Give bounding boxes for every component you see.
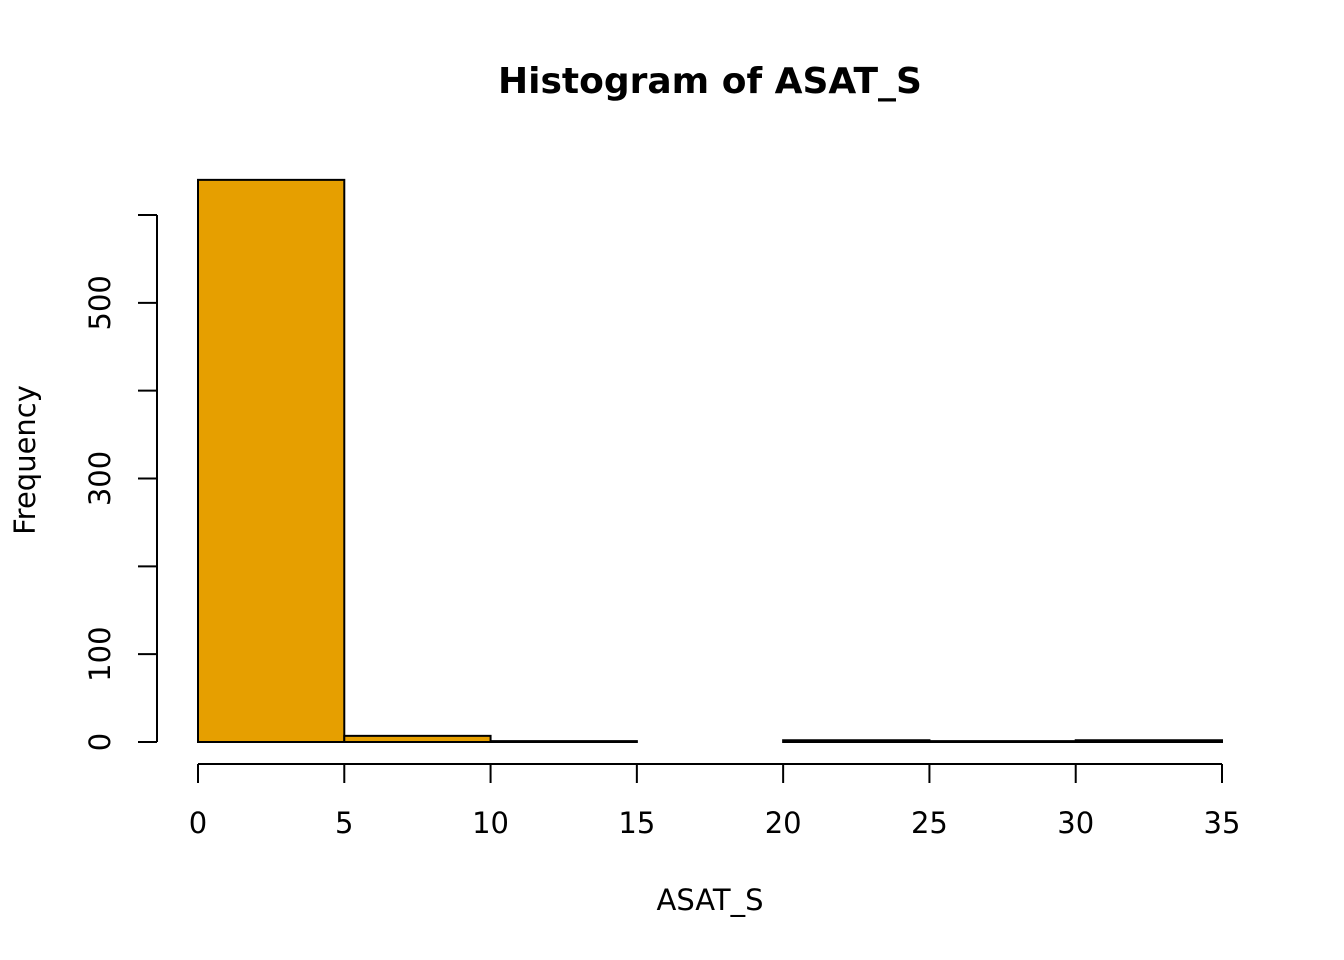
x-tick-label-30: 30 (1057, 806, 1094, 840)
x-tick-label-20: 20 (765, 806, 802, 840)
y-tick-label-100: 100 (83, 626, 117, 681)
x-tick-label-25: 25 (911, 806, 948, 840)
x-tick-label-10: 10 (472, 806, 509, 840)
y-tick-label-300: 300 (83, 451, 117, 506)
bars-group (197, 178, 1223, 744)
histogram-bar-4 (782, 739, 931, 744)
histogram-bar-1 (343, 734, 492, 744)
x-tick-label-5: 5 (335, 806, 353, 840)
histogram-bar-6 (1074, 739, 1223, 744)
x-tick-label-15: 15 (618, 806, 655, 840)
histogram-bar-0 (197, 178, 346, 744)
x-axis-label: ASAT_S (657, 883, 764, 917)
y-axis-label: Frequency (8, 385, 42, 535)
x-tick-label-35: 35 (1204, 806, 1241, 840)
histogram-bar-2 (489, 740, 638, 743)
y-axis-ticks: 0 100 300 500 (83, 214, 157, 751)
y-tick-label-0: 0 (83, 733, 117, 751)
histogram-bar-5 (928, 740, 1077, 743)
y-tick-label-500: 500 (83, 275, 117, 330)
chart-title: Histogram of ASAT_S (498, 61, 922, 102)
x-tick-label-0: 0 (189, 806, 207, 840)
x-axis-ticks: 0 5 10 15 20 25 30 35 (189, 764, 1241, 840)
